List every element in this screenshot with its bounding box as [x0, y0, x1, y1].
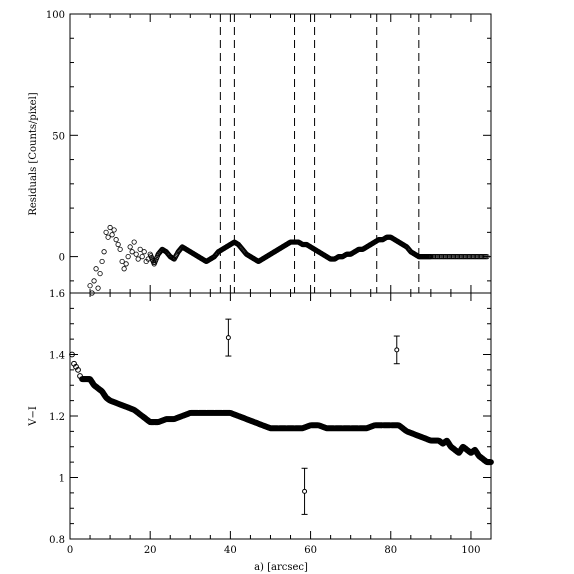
residual-point	[87, 283, 93, 289]
residual-point	[105, 234, 111, 240]
residual-point	[97, 270, 103, 277]
residual-point	[101, 249, 107, 255]
bottom-error-bars	[225, 318, 400, 515]
residual-point	[95, 285, 101, 291]
y-tick-label: 1.6	[49, 289, 65, 300]
residual-point	[131, 239, 137, 245]
residual-point	[103, 229, 109, 235]
residual-point	[113, 237, 119, 243]
residual-point	[109, 232, 115, 238]
residual-point	[137, 246, 143, 252]
residual-point	[129, 249, 135, 255]
top-residual-points	[87, 224, 490, 296]
residual-point	[91, 278, 97, 284]
residual-point	[139, 254, 145, 260]
residual-point	[141, 249, 147, 255]
bottom-xlabel: a) [arcsec]	[254, 562, 308, 573]
residual-point	[119, 258, 125, 265]
x-tick-label: 60	[304, 545, 317, 556]
residual-point	[123, 261, 129, 267]
error-point	[225, 335, 231, 341]
y-tick-label: 0.8	[49, 535, 65, 546]
x-tick-label: 20	[144, 545, 157, 556]
residual-point	[125, 254, 131, 260]
x-tick-label: 0	[67, 545, 73, 556]
bottom-panel-frame	[69, 292, 492, 540]
residual-point	[99, 258, 105, 265]
residual-point	[107, 224, 113, 231]
residual-point	[127, 244, 133, 250]
residual-point	[135, 256, 141, 262]
bottom-ylabel: V−I	[28, 406, 39, 427]
axis-tick-labels: 0 20 40 60 80 100 0 50 100 0.8 1 1.2 1.4 1.6	[46, 10, 481, 556]
residual-point	[117, 246, 123, 252]
error-point	[302, 488, 308, 494]
x-tick-label: 40	[224, 545, 237, 556]
top-dashed-lines	[219, 14, 420, 293]
error-point	[394, 347, 400, 353]
axis-ticks	[69, 13, 492, 540]
residual-point	[115, 241, 121, 248]
y-tick-label: 0	[59, 253, 65, 264]
color-point	[75, 366, 81, 373]
y-tick-label: 50	[52, 131, 65, 142]
bottom-color-points	[69, 351, 494, 466]
residual-point	[111, 227, 117, 233]
residual-point	[133, 251, 139, 257]
residual-point	[93, 266, 99, 272]
y-tick-label: 1.4	[49, 351, 65, 362]
top-ylabel: Residuals [Counts/pixel]	[28, 92, 39, 215]
x-tick-label: 80	[384, 545, 397, 556]
residual-point	[121, 266, 127, 272]
y-tick-label: 1.2	[49, 412, 65, 423]
y-tick-label: 1	[59, 474, 65, 485]
x-tick-label: 100	[461, 545, 480, 556]
y-tick-label: 100	[46, 10, 65, 21]
